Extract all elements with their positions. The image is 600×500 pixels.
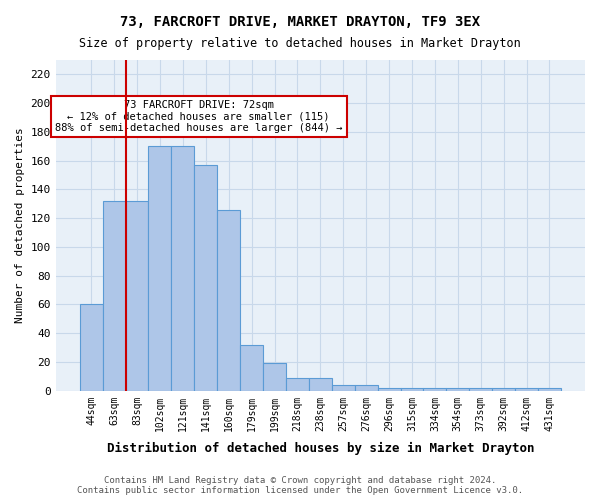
Bar [515, 388, 538, 390]
Bar [377, 388, 401, 390]
Text: 73 FARCROFT DRIVE: 72sqm
← 12% of detached houses are smaller (115)
88% of semi-: 73 FARCROFT DRIVE: 72sqm ← 12% of detach… [55, 100, 343, 133]
Bar [446, 388, 469, 390]
Text: Size of property relative to detached houses in Market Drayton: Size of property relative to detached ho… [79, 38, 521, 51]
Bar [309, 378, 332, 390]
Bar [538, 388, 561, 390]
Y-axis label: Number of detached properties: Number of detached properties [15, 128, 25, 323]
Bar [194, 165, 217, 390]
Bar [103, 201, 125, 390]
Bar [217, 210, 240, 390]
Bar [172, 146, 194, 390]
Text: Contains HM Land Registry data © Crown copyright and database right 2024.
Contai: Contains HM Land Registry data © Crown c… [77, 476, 523, 495]
Bar [469, 388, 492, 390]
Bar [148, 146, 172, 390]
Bar [286, 378, 309, 390]
Bar [80, 304, 103, 390]
Bar [401, 388, 424, 390]
Bar [424, 388, 446, 390]
Bar [492, 388, 515, 390]
X-axis label: Distribution of detached houses by size in Market Drayton: Distribution of detached houses by size … [107, 442, 534, 455]
Bar [125, 201, 148, 390]
Bar [332, 385, 355, 390]
Text: 73, FARCROFT DRIVE, MARKET DRAYTON, TF9 3EX: 73, FARCROFT DRIVE, MARKET DRAYTON, TF9 … [120, 15, 480, 29]
Bar [240, 344, 263, 391]
Bar [355, 385, 377, 390]
Bar [263, 364, 286, 390]
